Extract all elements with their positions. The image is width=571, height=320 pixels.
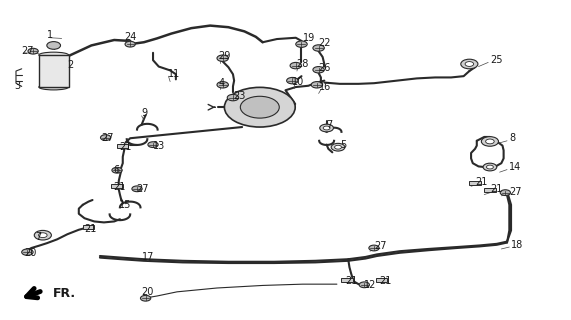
Bar xyxy=(39,55,69,87)
Text: 27: 27 xyxy=(22,46,34,56)
Text: 28: 28 xyxy=(296,59,308,69)
Text: 6: 6 xyxy=(113,164,119,175)
Circle shape xyxy=(313,67,324,73)
Circle shape xyxy=(240,96,279,118)
Circle shape xyxy=(320,124,333,132)
Text: 1: 1 xyxy=(47,29,54,40)
Text: 17: 17 xyxy=(142,252,154,262)
Circle shape xyxy=(313,45,324,51)
Text: 21: 21 xyxy=(475,177,488,187)
Circle shape xyxy=(217,82,228,88)
Bar xyxy=(83,225,94,229)
Circle shape xyxy=(100,135,111,140)
Text: 20: 20 xyxy=(24,248,37,259)
Circle shape xyxy=(217,55,228,61)
Text: FR.: FR. xyxy=(53,287,75,300)
Text: 9: 9 xyxy=(142,108,148,118)
Text: 20: 20 xyxy=(142,287,154,297)
Ellipse shape xyxy=(39,52,69,58)
Circle shape xyxy=(483,163,497,171)
Circle shape xyxy=(359,282,369,288)
Bar xyxy=(111,184,123,188)
Text: 5: 5 xyxy=(340,140,346,150)
Text: 7: 7 xyxy=(327,120,333,131)
Circle shape xyxy=(311,82,323,88)
Circle shape xyxy=(224,87,295,127)
Ellipse shape xyxy=(39,84,69,90)
Text: 7: 7 xyxy=(35,232,42,242)
Text: 15: 15 xyxy=(119,200,131,210)
Bar xyxy=(376,278,387,282)
Text: 27: 27 xyxy=(102,133,114,143)
Circle shape xyxy=(132,186,142,192)
Text: 21: 21 xyxy=(85,224,97,234)
Text: 13: 13 xyxy=(153,140,165,151)
Text: 10: 10 xyxy=(292,76,304,87)
Text: 12: 12 xyxy=(364,280,377,291)
Text: 25: 25 xyxy=(490,55,502,65)
Circle shape xyxy=(485,139,494,144)
Circle shape xyxy=(47,42,61,49)
Circle shape xyxy=(28,48,38,54)
Bar xyxy=(469,181,481,185)
Circle shape xyxy=(461,59,478,69)
Text: 21: 21 xyxy=(490,184,502,195)
Text: 21: 21 xyxy=(380,276,392,286)
Text: 11: 11 xyxy=(168,68,180,79)
Text: 8: 8 xyxy=(509,133,516,143)
Text: 27: 27 xyxy=(136,184,148,195)
Circle shape xyxy=(140,295,151,301)
Text: 26: 26 xyxy=(319,63,331,73)
Circle shape xyxy=(486,165,493,169)
Circle shape xyxy=(38,233,47,237)
Circle shape xyxy=(500,190,510,196)
Circle shape xyxy=(331,143,345,151)
Circle shape xyxy=(296,41,307,47)
Circle shape xyxy=(335,145,341,149)
Circle shape xyxy=(369,245,379,251)
Text: 18: 18 xyxy=(511,240,523,250)
Circle shape xyxy=(22,249,33,255)
Text: 2: 2 xyxy=(67,60,74,70)
Circle shape xyxy=(34,230,51,240)
Circle shape xyxy=(112,167,122,173)
Text: 21: 21 xyxy=(119,142,131,152)
Bar xyxy=(341,278,353,282)
Circle shape xyxy=(148,142,158,148)
Text: 27: 27 xyxy=(374,241,387,251)
Text: 16: 16 xyxy=(319,82,331,92)
Text: 24: 24 xyxy=(124,32,137,42)
Text: 21: 21 xyxy=(345,276,358,286)
Text: 22: 22 xyxy=(319,38,331,48)
Circle shape xyxy=(227,94,239,101)
Text: 14: 14 xyxy=(509,162,521,172)
Text: 3: 3 xyxy=(14,81,21,92)
Circle shape xyxy=(323,126,330,130)
Text: 29: 29 xyxy=(218,51,231,61)
Circle shape xyxy=(287,77,298,84)
Bar xyxy=(117,144,128,148)
Circle shape xyxy=(290,62,301,69)
Text: 23: 23 xyxy=(233,91,246,101)
Text: 21: 21 xyxy=(113,182,126,192)
Bar xyxy=(484,188,496,192)
Text: 19: 19 xyxy=(303,33,315,43)
Text: 4: 4 xyxy=(218,77,224,88)
Circle shape xyxy=(465,61,474,67)
Circle shape xyxy=(125,41,135,47)
Circle shape xyxy=(481,137,498,146)
Text: 27: 27 xyxy=(509,187,522,197)
